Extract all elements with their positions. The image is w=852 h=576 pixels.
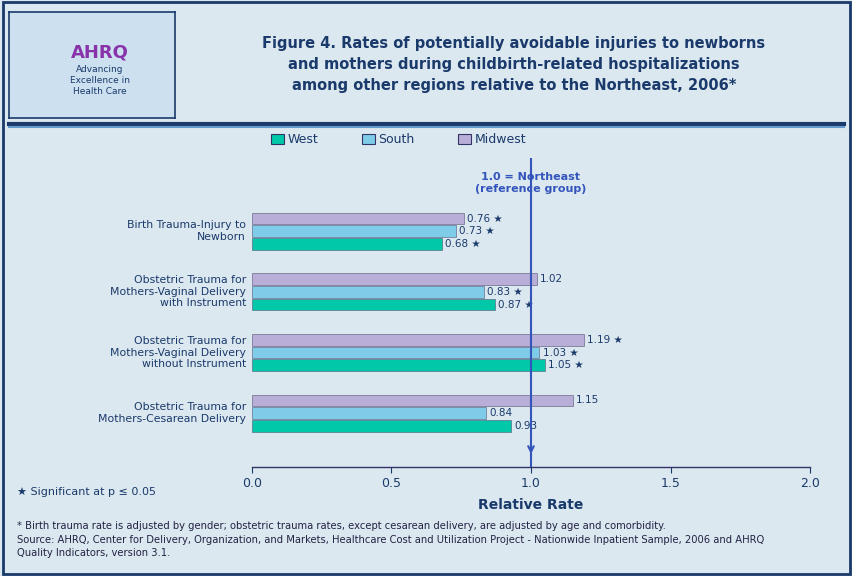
Text: Advancing
Excellence in
Health Care: Advancing Excellence in Health Care <box>70 65 130 96</box>
Bar <box>251 395 573 406</box>
Text: 0.83 ★: 0.83 ★ <box>486 287 522 297</box>
Text: 0.76 ★: 0.76 ★ <box>467 214 503 223</box>
Bar <box>251 286 483 298</box>
Text: ★ Significant at p ≤ 0.05: ★ Significant at p ≤ 0.05 <box>17 487 156 497</box>
Bar <box>251 420 511 431</box>
Text: 0.84: 0.84 <box>489 408 512 418</box>
Text: 0.73 ★: 0.73 ★ <box>458 226 494 236</box>
X-axis label: Relative Rate: Relative Rate <box>478 498 583 512</box>
Bar <box>251 225 455 237</box>
Text: 1.15: 1.15 <box>576 396 599 406</box>
Bar <box>251 347 538 358</box>
Text: * Birth trauma rate is adjusted by gender; obstetric trauma rates, except cesare: * Birth trauma rate is adjusted by gende… <box>17 521 763 559</box>
Bar <box>251 334 584 346</box>
Text: 1.0 = Northeast
(reference group): 1.0 = Northeast (reference group) <box>475 172 586 194</box>
Text: 1.02: 1.02 <box>539 274 562 284</box>
Bar <box>251 299 494 310</box>
Legend: West, South, Midwest: West, South, Midwest <box>266 128 531 151</box>
Text: 1.05 ★: 1.05 ★ <box>548 360 584 370</box>
Bar <box>251 274 536 285</box>
Text: AHRQ: AHRQ <box>71 43 129 61</box>
Text: 1.03 ★: 1.03 ★ <box>542 347 578 358</box>
Text: 1.19 ★: 1.19 ★ <box>587 335 623 345</box>
Text: Figure 4. Rates of potentially avoidable injuries to newborns
and mothers during: Figure 4. Rates of potentially avoidable… <box>262 36 764 93</box>
Bar <box>251 213 463 224</box>
Bar <box>251 238 441 249</box>
Bar <box>251 407 486 419</box>
Text: 0.93: 0.93 <box>515 421 538 431</box>
Bar <box>251 359 544 371</box>
Text: 0.68 ★: 0.68 ★ <box>445 239 480 249</box>
Text: 0.87 ★: 0.87 ★ <box>498 300 533 309</box>
